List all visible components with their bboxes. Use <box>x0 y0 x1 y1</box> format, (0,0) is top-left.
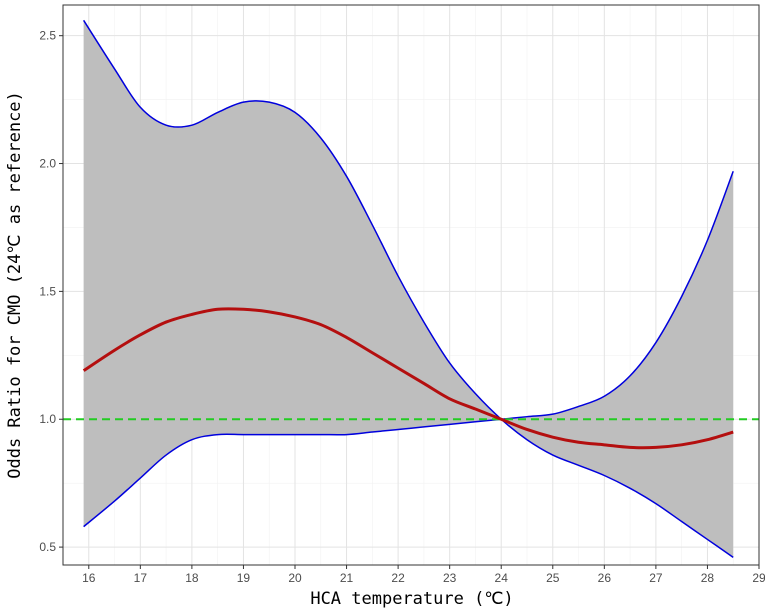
odds-ratio-line <box>82 307 734 450</box>
y-tick-label: 1.0 <box>39 412 56 426</box>
x-tick-label: 25 <box>546 571 560 585</box>
x-tick-label: 26 <box>598 571 612 585</box>
y-tick-label: 0.5 <box>39 540 56 554</box>
x-tick-label: 24 <box>495 571 509 585</box>
x-tick-label: 28 <box>701 571 715 585</box>
x-axis: 16 17 18 19 20 21 22 23 24 25 26 27 28 29 <box>82 565 765 585</box>
x-tick-label: 18 <box>185 571 199 585</box>
y-tick-label: 2.0 <box>39 157 56 171</box>
confidence-band <box>83 20 734 558</box>
x-tick-label: 19 <box>237 571 251 585</box>
y-tick-label: 2.5 <box>39 29 56 43</box>
y-tick-label: 1.5 <box>39 284 56 298</box>
upper-ci-line <box>82 19 734 558</box>
lower-ci-line <box>83 170 734 528</box>
x-tick-label: 29 <box>752 571 765 585</box>
x-tick-label: 21 <box>340 571 354 585</box>
x-tick-label: 20 <box>288 571 302 585</box>
x-tick-label: 22 <box>391 571 405 585</box>
y-axis-title: Odds Ratio for CMO (24℃ as reference) <box>5 91 25 479</box>
x-tick-label: 16 <box>82 571 96 585</box>
y-axis: 0.5 1.0 1.5 2.0 2.5 <box>39 29 63 554</box>
plot-border <box>62 4 760 566</box>
x-tick-label: 17 <box>134 571 148 585</box>
x-axis-title: HCA temperature (℃) <box>310 589 513 609</box>
x-tick-label: 23 <box>443 571 457 585</box>
x-tick-label: 27 <box>649 571 663 585</box>
